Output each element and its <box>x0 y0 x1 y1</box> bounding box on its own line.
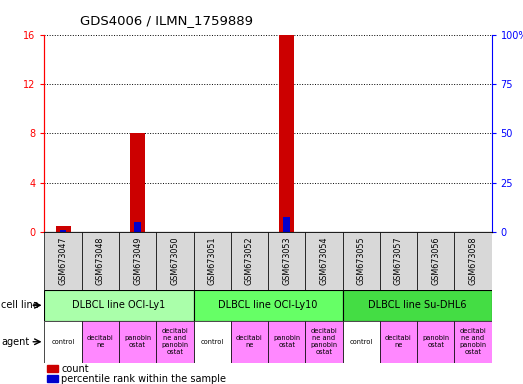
FancyBboxPatch shape <box>380 321 417 363</box>
FancyBboxPatch shape <box>268 232 305 290</box>
Text: cell line: cell line <box>1 300 39 310</box>
FancyBboxPatch shape <box>343 232 380 290</box>
FancyBboxPatch shape <box>380 232 417 290</box>
Bar <box>47 375 58 382</box>
Text: GSM673058: GSM673058 <box>469 237 477 285</box>
Text: GSM673053: GSM673053 <box>282 237 291 285</box>
FancyBboxPatch shape <box>44 290 194 321</box>
FancyBboxPatch shape <box>156 321 194 363</box>
FancyBboxPatch shape <box>305 232 343 290</box>
Text: decitabi
ne: decitabi ne <box>385 335 412 348</box>
Text: decitabi
ne and
panobin
ostat: decitabi ne and panobin ostat <box>310 328 337 355</box>
Text: GSM673056: GSM673056 <box>431 237 440 285</box>
Text: GSM673052: GSM673052 <box>245 237 254 285</box>
Bar <box>60 230 66 232</box>
FancyBboxPatch shape <box>194 232 231 290</box>
Text: percentile rank within the sample: percentile rank within the sample <box>61 374 226 384</box>
FancyBboxPatch shape <box>194 290 343 321</box>
FancyBboxPatch shape <box>44 232 82 290</box>
Text: panobin
ostat: panobin ostat <box>124 335 151 348</box>
Text: decitabi
ne and
panobin
ostat: decitabi ne and panobin ostat <box>459 328 486 355</box>
FancyBboxPatch shape <box>119 232 156 290</box>
Text: DLBCL line Su-DHL6: DLBCL line Su-DHL6 <box>368 300 467 310</box>
Text: control: control <box>349 339 373 345</box>
FancyBboxPatch shape <box>82 321 119 363</box>
FancyBboxPatch shape <box>82 232 119 290</box>
FancyBboxPatch shape <box>231 232 268 290</box>
Bar <box>279 35 294 232</box>
Bar <box>283 217 290 232</box>
Text: panobin
ostat: panobin ostat <box>273 335 300 348</box>
Text: decitabi
ne: decitabi ne <box>236 335 263 348</box>
FancyBboxPatch shape <box>417 321 454 363</box>
Text: GSM673051: GSM673051 <box>208 237 217 285</box>
FancyBboxPatch shape <box>343 290 492 321</box>
FancyBboxPatch shape <box>119 321 156 363</box>
FancyBboxPatch shape <box>44 321 82 363</box>
Text: GSM673054: GSM673054 <box>320 237 328 285</box>
FancyBboxPatch shape <box>454 232 492 290</box>
Text: DLBCL line OCI-Ly10: DLBCL line OCI-Ly10 <box>218 300 318 310</box>
Text: GSM673049: GSM673049 <box>133 237 142 285</box>
Text: GSM673055: GSM673055 <box>357 237 366 285</box>
FancyBboxPatch shape <box>194 321 231 363</box>
Text: GSM673048: GSM673048 <box>96 237 105 285</box>
Text: GSM673047: GSM673047 <box>59 237 67 285</box>
Text: panobin
ostat: panobin ostat <box>422 335 449 348</box>
Text: DLBCL line OCI-Ly1: DLBCL line OCI-Ly1 <box>72 300 166 310</box>
Text: control: control <box>200 339 224 345</box>
Text: count: count <box>61 364 89 374</box>
Bar <box>130 134 145 232</box>
Text: decitabi
ne and
panobin
ostat: decitabi ne and panobin ostat <box>161 328 188 355</box>
FancyBboxPatch shape <box>156 232 194 290</box>
Text: agent: agent <box>1 337 29 347</box>
FancyBboxPatch shape <box>417 232 454 290</box>
Bar <box>134 222 141 232</box>
Text: control: control <box>51 339 75 345</box>
Text: decitabi
ne: decitabi ne <box>87 335 113 348</box>
FancyBboxPatch shape <box>343 321 380 363</box>
Text: GDS4006 / ILMN_1759889: GDS4006 / ILMN_1759889 <box>80 14 253 26</box>
FancyBboxPatch shape <box>231 321 268 363</box>
Bar <box>47 365 58 372</box>
Bar <box>55 226 71 232</box>
Text: GSM673050: GSM673050 <box>170 237 179 285</box>
Text: GSM673057: GSM673057 <box>394 237 403 285</box>
FancyBboxPatch shape <box>454 321 492 363</box>
FancyBboxPatch shape <box>305 321 343 363</box>
FancyBboxPatch shape <box>268 321 305 363</box>
